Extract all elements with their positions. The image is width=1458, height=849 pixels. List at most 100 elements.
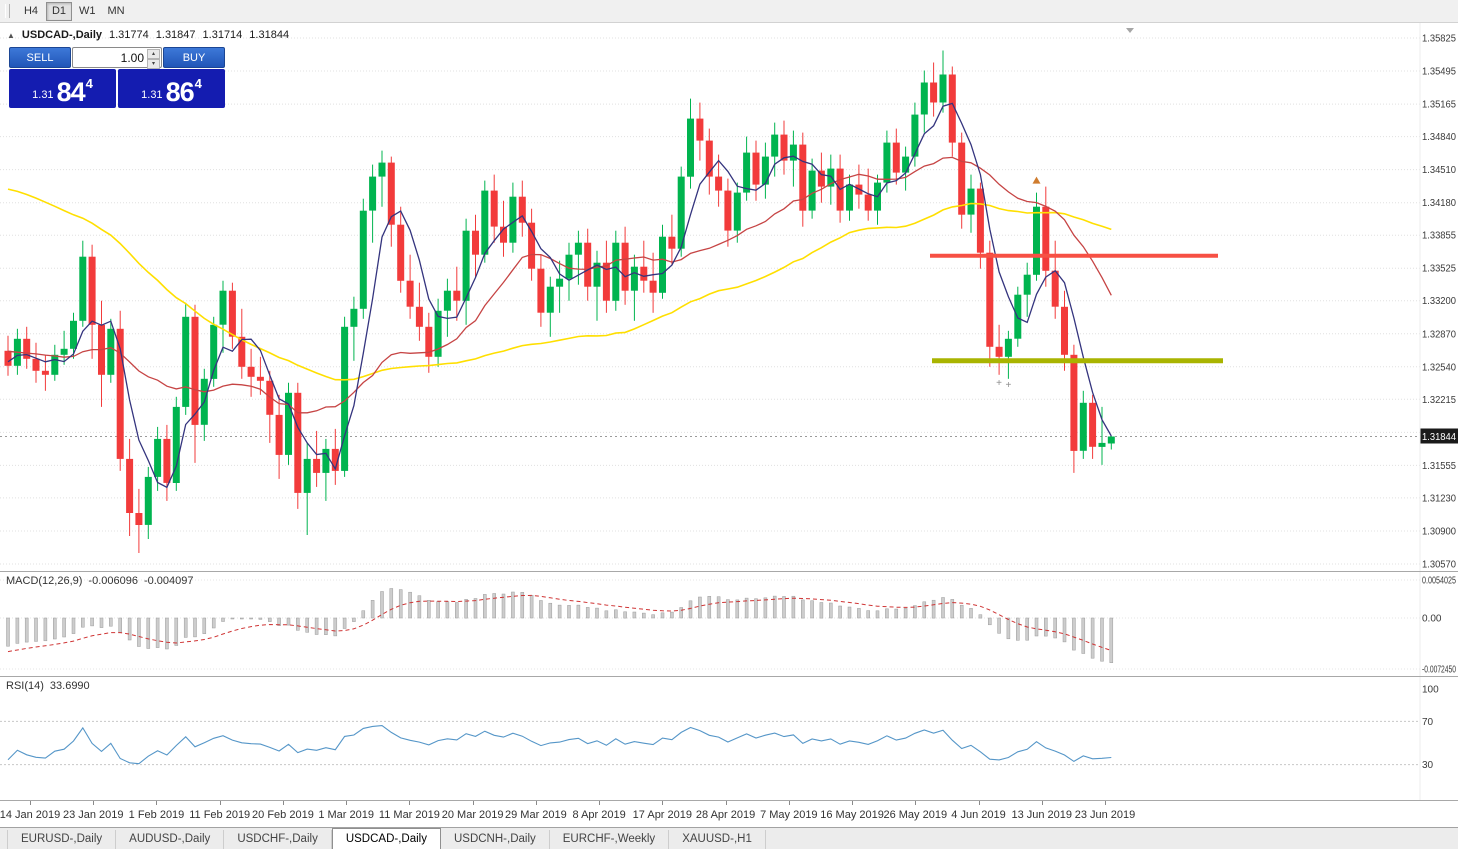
svg-text:-0.0072450: -0.0072450 (1422, 665, 1456, 676)
rsi-header: RSI(14) 33.6990 (6, 680, 90, 692)
timeframe-toolbar: H4 D1 W1 MN (0, 0, 1458, 23)
one-click-trade-panel: SELL 1.00 ▴ ▾ BUY 1.31 84 4 1.31 (9, 47, 225, 108)
rsi-value: 33.6990 (49, 680, 90, 692)
time-axis-label: 17 Apr 2019 (632, 809, 693, 821)
chart-ohlc-header: ▲ USDCAD-,Daily 1.31774 1.31847 1.31714 … (7, 29, 289, 41)
time-axis-tick (346, 801, 348, 805)
buy-price-big: 86 (165, 77, 195, 107)
svg-text:0.0054025: 0.0054025 (1422, 576, 1456, 587)
macd-signal-value: -0.004097 (143, 575, 194, 587)
time-axis-label: 23 Jan 2019 (62, 809, 124, 821)
chart-tab-xauusd[interactable]: XAUUSD-,H1 (669, 830, 766, 849)
sell-price-prefix: 1.31 (32, 89, 54, 101)
svg-text:1.30900: 1.30900 (1422, 527, 1456, 538)
macd-main-value: -0.006096 (88, 575, 138, 587)
svg-text:1.33200: 1.33200 (1422, 296, 1456, 307)
chart-tab-usdchf[interactable]: USDCHF-,Daily (224, 830, 332, 849)
buy-price-button[interactable]: 1.31 86 4 (118, 69, 225, 108)
buy-button[interactable]: BUY (163, 47, 225, 68)
time-axis-tick (535, 801, 537, 805)
svg-text:1.33855: 1.33855 (1422, 231, 1456, 242)
chart-tab-usdcad[interactable]: USDCAD-,Daily (331, 828, 441, 849)
time-axis-tick (156, 801, 158, 805)
volume-decrease-button[interactable]: ▾ (147, 59, 160, 69)
price-chart-panel: 1.35825 1.35495 1.35165 1.34840 1.34510 1.341… (0, 23, 1458, 571)
close-value: 1.31844 (249, 29, 290, 41)
time-axis-tick (725, 801, 727, 805)
macd-label: MACD(12,26,9) (6, 575, 83, 587)
timeframe-button-w1[interactable]: W1 (74, 2, 101, 21)
time-axis-tick (472, 801, 474, 805)
timeframe-button-d1[interactable]: D1 (46, 1, 72, 21)
rsi-label: RSI(14) (6, 680, 44, 692)
time-axis-label: 1 Feb 2019 (128, 809, 185, 821)
time-axis-label: 13 Jun 2019 (1011, 809, 1073, 821)
time-axis-tick (30, 801, 31, 805)
time-axis[interactable]: 14 Jan 2019 23 Jan 2019 1 Feb 2019 11 Feb 2… (0, 800, 1458, 827)
time-axis-label: 4 Jun 2019 (951, 809, 1006, 821)
time-axis-label: 28 Apr 2019 (695, 809, 756, 821)
time-axis-tick (1104, 801, 1106, 805)
sell-price-sup: 4 (85, 76, 93, 91)
svg-text:100: 100 (1422, 685, 1439, 696)
svg-text:1.35495: 1.35495 (1422, 67, 1456, 78)
volume-field[interactable]: 1.00 ▴ ▾ (72, 47, 162, 69)
svg-text:1.35825: 1.35825 (1422, 34, 1456, 45)
time-axis-label: 7 May 2019 (760, 809, 818, 821)
high-value: 1.31847 (155, 29, 196, 41)
sell-button[interactable]: SELL (9, 47, 71, 68)
svg-text:0.00: 0.00 (1422, 614, 1442, 625)
sell-price-button[interactable]: 1.31 84 4 (9, 69, 116, 108)
svg-text:1.34840: 1.34840 (1422, 132, 1456, 143)
candlestick-chart[interactable]: 1.35825 1.35495 1.35165 1.34840 1.34510 1.341… (0, 23, 1458, 571)
svg-text:1.31555: 1.31555 (1422, 461, 1456, 472)
volume-value[interactable]: 1.00 (120, 50, 144, 65)
time-axis-tick (219, 801, 221, 805)
toolbar-grip[interactable] (5, 4, 10, 18)
one-click-panel-toggle-icon[interactable]: ▲ (7, 30, 15, 40)
chart-tab-audusd[interactable]: AUDUSD-,Daily (116, 830, 225, 849)
rsi-chart[interactable]: 100 70 30 (0, 677, 1458, 800)
time-axis-label: 29 Mar 2019 (504, 809, 567, 821)
time-axis-label: 1 Mar 2019 (318, 809, 374, 821)
time-axis-label: 20 Mar 2019 (441, 809, 504, 821)
chart-tab-usdcnh[interactable]: USDCNH-,Daily (441, 830, 550, 849)
volume-increase-button[interactable]: ▴ (147, 49, 160, 59)
time-axis-label: 11 Feb 2019 (189, 809, 251, 821)
volume-spinner: ▴ ▾ (147, 49, 160, 69)
buy-price-sup: 4 (194, 76, 202, 91)
time-axis-tick (599, 801, 601, 805)
time-axis-tick (788, 801, 790, 805)
svg-text:1.34180: 1.34180 (1422, 198, 1456, 209)
time-axis-tick (915, 801, 917, 805)
macd-panel: 0.0054025 0.00 -0.0072450 MACD(12,26,9) -0… (0, 571, 1458, 676)
time-axis-label: 8 Apr 2019 (572, 809, 626, 821)
buy-price-prefix: 1.31 (141, 89, 163, 101)
time-axis-tick (282, 801, 284, 805)
macd-chart[interactable]: 0.0054025 0.00 -0.0072450 (0, 572, 1458, 676)
time-axis-label: 23 Jun 2019 (1074, 809, 1136, 821)
svg-text:+: + (1005, 380, 1011, 391)
timeframe-button-h4[interactable]: H4 (18, 2, 44, 21)
time-axis-tick (1041, 801, 1043, 805)
time-axis-tick (662, 801, 664, 805)
svg-text:1.34510: 1.34510 (1422, 165, 1456, 176)
svg-text:1.33525: 1.33525 (1422, 264, 1456, 275)
rsi-panel: 100 70 30 RSI(14) 33.6990 (0, 676, 1458, 800)
svg-text:1.30570: 1.30570 (1422, 560, 1456, 571)
time-axis-label: 26 May 2019 (883, 809, 948, 821)
symbol-label: USDCAD-,Daily (21, 29, 102, 41)
chart-tab-eurusd[interactable]: EURUSD-,Daily (7, 830, 117, 849)
time-axis-label: 14 Jan 2019 (0, 809, 61, 821)
chart-tab-eurchf[interactable]: EURCHF-,Weekly (550, 830, 670, 849)
open-value: 1.31774 (109, 29, 149, 41)
timeframe-button-mn[interactable]: MN (103, 2, 130, 21)
svg-text:+: + (996, 378, 1002, 389)
time-axis-label: 11 Mar 2019 (378, 809, 440, 821)
svg-text:1.35165: 1.35165 (1422, 100, 1456, 111)
time-axis-tick (852, 801, 854, 805)
time-axis-label: 16 May 2019 (820, 809, 884, 821)
time-axis-tick (93, 801, 95, 805)
macd-header: MACD(12,26,9) -0.006096 -0.004097 (6, 575, 194, 587)
chart-tabs-bar: EURUSD-,Daily AUDUSD-,Daily USDCHF-,Daily U… (0, 827, 1458, 849)
